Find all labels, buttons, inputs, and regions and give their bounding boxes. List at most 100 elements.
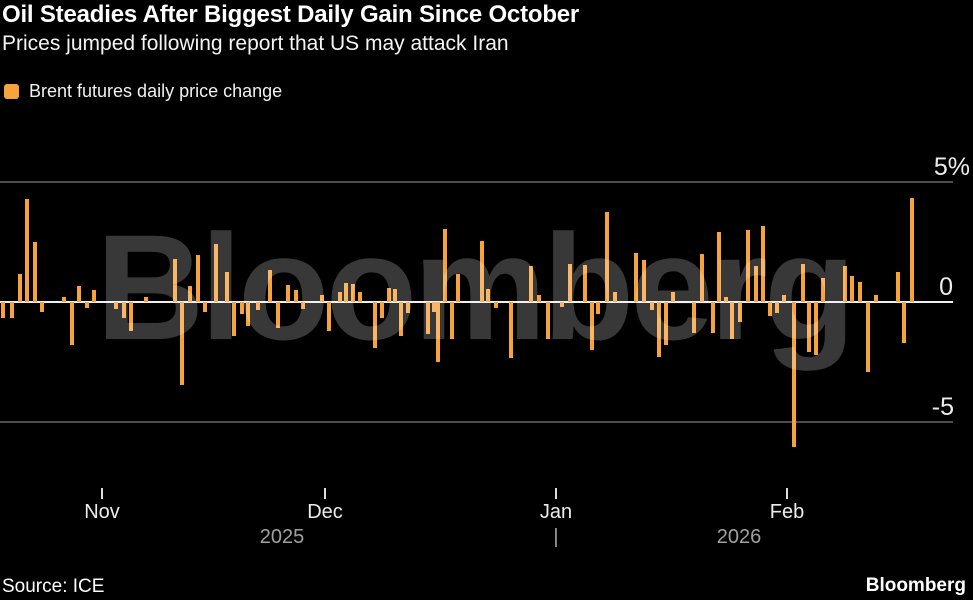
y-axis-label: 5% — [933, 153, 970, 181]
year-label: 2026 — [716, 526, 762, 548]
page-subtitle: Prices jumped following report that US m… — [2, 32, 509, 55]
price-change-bar — [327, 302, 331, 331]
price-change-bar — [351, 284, 355, 302]
price-change-bar — [203, 302, 207, 312]
month-label: Dec — [307, 501, 343, 523]
price-change-bar — [700, 254, 704, 302]
price-change-bar — [173, 258, 177, 302]
price-change-bar — [642, 260, 646, 302]
price-change-bar — [529, 266, 533, 302]
price-change-bar — [301, 302, 305, 310]
price-change-bar — [294, 290, 298, 302]
price-change-bar — [910, 197, 914, 302]
gridline--5 — [0, 421, 953, 423]
price-change-bar — [494, 302, 498, 308]
price-change-bar — [486, 288, 490, 302]
price-change-bar — [775, 302, 779, 313]
price-change-bar — [373, 302, 377, 348]
price-change-bar — [443, 228, 447, 302]
price-change-bar — [717, 232, 721, 302]
price-change-bar — [144, 297, 148, 302]
price-change-bar — [902, 302, 906, 343]
price-change-bar — [896, 272, 900, 302]
price-change-bar — [801, 263, 805, 302]
price-change-bar — [711, 302, 715, 334]
price-change-bar — [426, 302, 430, 335]
price-change-bar — [129, 302, 133, 331]
price-change-bar — [613, 292, 617, 302]
price-change-bar — [85, 302, 89, 308]
price-change-bar — [866, 302, 870, 372]
price-change-bar — [456, 274, 460, 302]
price-change-bar — [746, 230, 750, 302]
price-change-bar — [546, 302, 550, 340]
month-tick — [786, 488, 788, 499]
month-label: Nov — [84, 501, 120, 523]
legend-swatch-icon — [4, 84, 19, 99]
month-tick — [555, 488, 557, 499]
price-change-bar — [730, 302, 734, 340]
price-change-bar — [196, 255, 200, 302]
price-change-bar — [286, 285, 290, 302]
price-change-bar — [657, 302, 661, 358]
year-label: 2025 — [259, 526, 305, 548]
price-change-bar — [583, 264, 587, 302]
price-change-bar — [268, 269, 272, 302]
price-change-bar — [671, 292, 675, 302]
source-note: Source: ICE — [2, 576, 105, 597]
price-change-bar — [256, 302, 260, 311]
price-change-bar — [62, 297, 66, 302]
price-change-bar — [358, 292, 362, 302]
price-change-bar — [246, 302, 250, 326]
price-change-bar — [380, 302, 384, 318]
price-change-bar — [596, 302, 600, 314]
bloomberg-logo: Bloomberg — [865, 575, 966, 596]
price-change-bar — [188, 286, 192, 302]
price-change-bar — [406, 302, 410, 313]
price-change-bar — [92, 290, 96, 302]
price-change-bar — [843, 266, 847, 302]
price-change-bar — [25, 198, 29, 302]
price-change-bar — [225, 272, 229, 302]
price-change-bar — [114, 302, 118, 310]
legend-label: Brent futures daily price change — [29, 81, 283, 101]
price-change-bar — [393, 288, 397, 302]
price-change-bar — [792, 302, 796, 448]
price-change-bar — [568, 263, 572, 302]
price-change-bar — [664, 302, 668, 346]
price-change-bar — [387, 287, 391, 302]
price-change-bar — [807, 302, 811, 353]
y-axis-label: -5 — [931, 393, 954, 421]
gridline-5% — [0, 181, 953, 183]
price-change-bar — [338, 292, 342, 302]
y-axis-label: 0 — [939, 273, 953, 301]
month-label: Jan — [539, 501, 573, 523]
price-change-bar — [33, 242, 37, 302]
price-change-bar — [724, 297, 728, 302]
price-change-bar — [605, 212, 609, 302]
bloomberg-watermark: Bloomberg — [96, 203, 856, 371]
price-change-bar — [480, 240, 484, 302]
price-change-bar — [240, 302, 244, 314]
price-change-bar — [768, 302, 772, 317]
price-change-bar — [814, 302, 818, 355]
price-change-bar — [821, 278, 825, 302]
price-change-bar — [399, 302, 403, 336]
price-change-bar — [232, 302, 236, 336]
price-change-bar — [1, 302, 5, 318]
price-change-bar — [692, 302, 696, 334]
price-change-bar — [509, 302, 513, 359]
price-change-bar — [10, 302, 14, 318]
price-change-bar — [344, 282, 348, 302]
price-change-bar — [590, 302, 594, 350]
price-change-bar — [180, 302, 184, 385]
month-tick — [324, 488, 326, 499]
month-tick — [101, 488, 103, 499]
price-change-bar — [450, 302, 454, 340]
month-label: Feb — [769, 501, 805, 523]
price-change-bar — [850, 275, 854, 302]
price-change-bar — [858, 281, 862, 302]
price-change-bar — [874, 294, 878, 302]
